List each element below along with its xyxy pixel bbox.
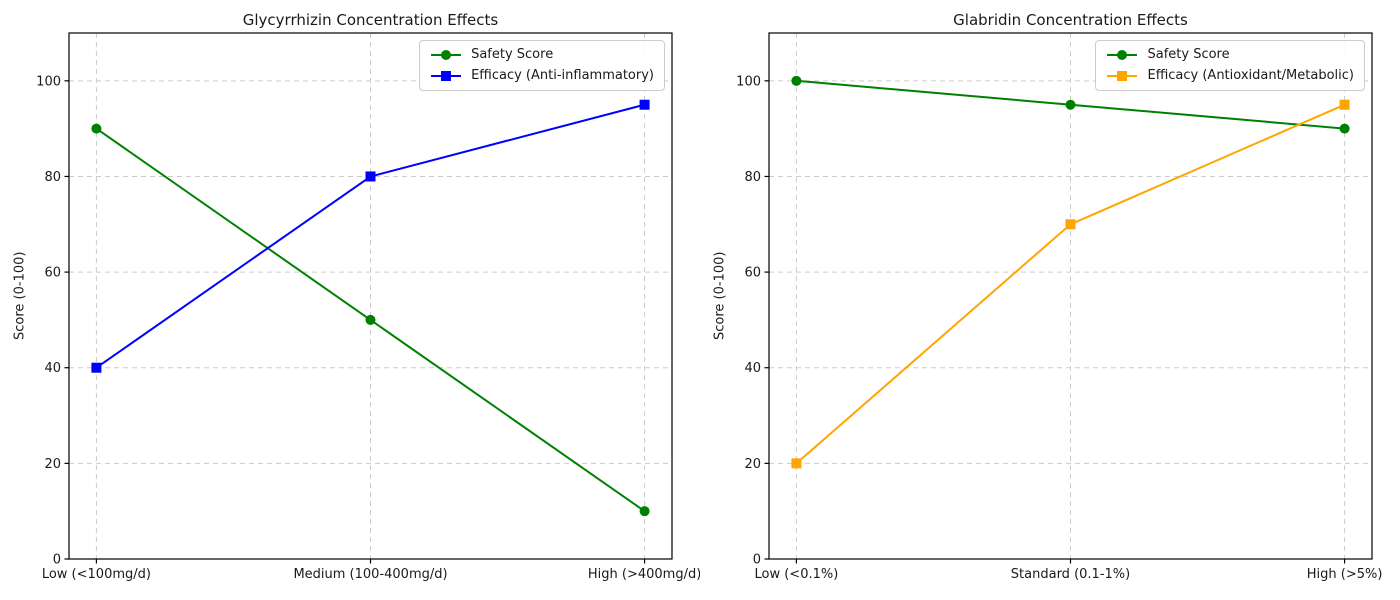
data-point-marker [365,314,376,325]
y-axis-label-glabridin: Score (0-100) [712,251,728,341]
y-tick-label: 80 [744,170,761,185]
data-point-marker [791,75,802,86]
data-point-marker [365,171,376,182]
legend-label: Safety Score [471,47,554,62]
y-tick-label: 80 [44,170,61,185]
y-tick-label: 60 [744,266,761,281]
legend-glycyrrhizin: Safety Score Efficacy (Anti-inflammatory) [419,40,665,91]
legend-glabridin: Safety Score Efficacy (Antioxidant/Metabo… [1095,40,1365,91]
data-point-marker [91,123,102,134]
chart-panel-glycyrrhizin: Low (<100mg/d) Medium (100-400mg/d) High (… [12,11,701,582]
circle-line-swatch-icon [1107,50,1138,60]
y-tick-label: 40 [744,361,761,376]
x-tick-label: High (>400mg/d) [588,567,700,582]
y-tick-label: 40 [44,361,61,376]
legend-item-0: Safety Score [429,48,654,62]
x-tick-label: Standard (0.1-1%) [1011,567,1130,582]
data-point-marker [791,458,802,469]
legend-item-1: Efficacy (Anti-inflammatory) [429,69,654,83]
data-point-marker [1065,99,1076,110]
data-point-marker [639,99,650,110]
x-tick-label: Medium (100-400mg/d) [293,567,447,582]
chart-panel-glabridin: Low (<0.1%) Standard (0.1-1%) High (>5%) 0 2… [700,0,1400,600]
glabridin-chart-canvas: Low (<0.1%) Standard (0.1-1%) High (>5%) 0 2… [736,32,1383,582]
data-point-marker [1065,219,1076,230]
glycyrrhizin-chart-canvas: Low (<100mg/d) Medium (100-400mg/d) High (… [36,32,700,582]
y-tick-label: 60 [44,266,61,281]
square-line-swatch-icon [1107,71,1138,81]
data-point-marker [91,362,102,373]
y-axis-label-glycyrrhizin: Score (0-100) [12,251,28,341]
circle-line-swatch-icon [431,50,462,60]
legend-label: Efficacy (Antioxidant/Metabolic) [1147,68,1354,83]
legend-label: Safety Score [1147,47,1230,62]
y-tick-label: 100 [36,74,61,89]
y-tick-label: 0 [53,553,61,568]
chart-title-glycyrrhizin: Glycyrrhizin Concentration Effects [242,11,499,29]
y-tick-label: 100 [736,74,761,89]
x-tick-label: Low (<0.1%) [755,567,839,582]
data-point-marker [1339,99,1350,110]
square-line-swatch-icon [431,71,462,81]
y-tick-label: 20 [44,457,61,472]
legend-label: Efficacy (Anti-inflammatory) [471,68,654,83]
x-tick-label: Low (<100mg/d) [42,567,151,582]
data-point-marker [639,506,650,517]
chart-title-glabridin: Glabridin Concentration Effects [953,11,1188,29]
y-tick-label: 20 [744,457,761,472]
x-tick-label: High (>5%) [1307,567,1383,582]
legend-item-0: Safety Score [1105,48,1354,62]
series-line-1 [795,103,1345,465]
y-tick-label: 0 [753,553,761,568]
data-point-marker [1339,123,1350,134]
legend-item-1: Efficacy (Antioxidant/Metabolic) [1105,69,1354,83]
